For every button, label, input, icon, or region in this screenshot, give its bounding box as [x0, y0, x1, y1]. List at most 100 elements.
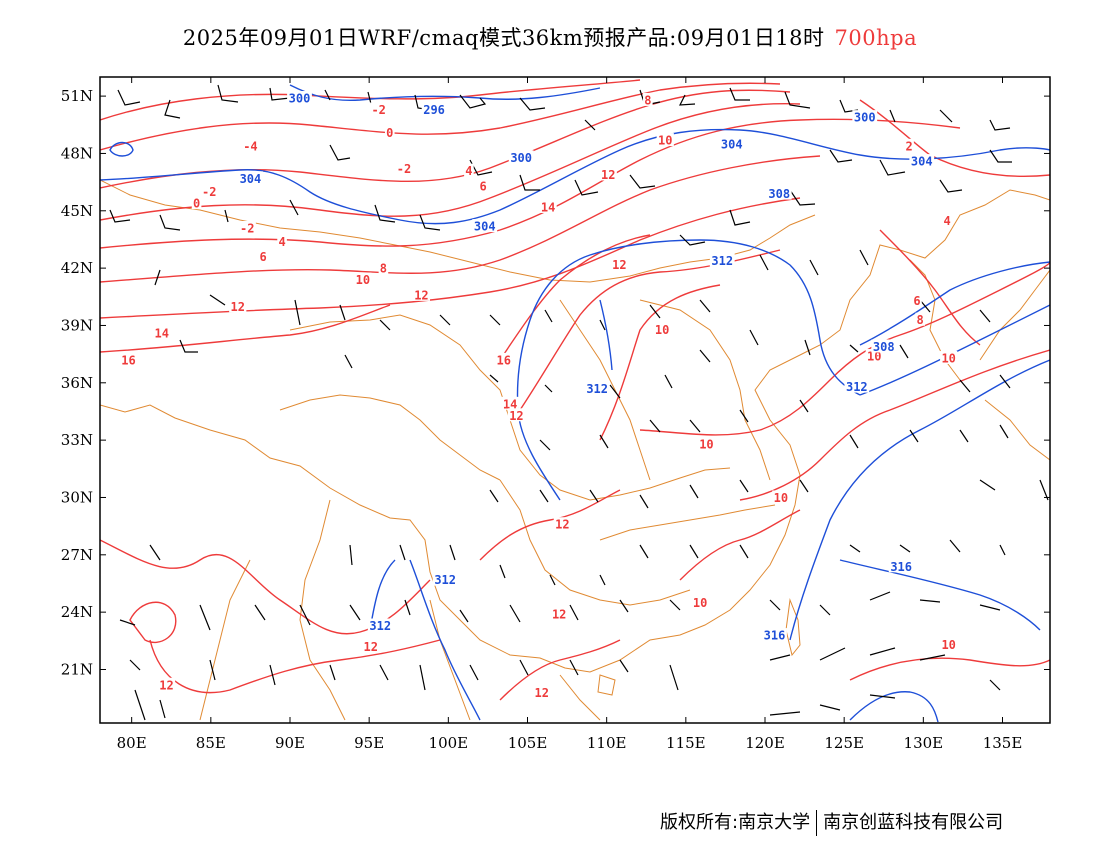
temp-contour: [679, 509, 801, 581]
height-label-bg: [432, 572, 458, 586]
temperature-label: 12: [552, 608, 566, 622]
province-lines-1: [289, 314, 731, 501]
height-label: 308: [873, 340, 895, 354]
height-label-bg: [888, 559, 914, 573]
temperature-label: 8: [644, 93, 651, 107]
height-label: 316: [764, 629, 786, 643]
temperature-label-bg: [362, 639, 380, 653]
temperature-label-bg: [533, 685, 551, 699]
height-contour: [100, 128, 1050, 225]
lat-tick-label: 30N: [61, 488, 93, 506]
longitude-axis: 80E 85E 90E 95E 100E 105E 110E 115E 120E 125E 130E…: [117, 77, 1022, 752]
temperature-label: -2: [371, 103, 385, 117]
temperature-label: 10: [867, 350, 881, 364]
lat-tick-label: 36N: [61, 374, 93, 392]
temperature-label-bg: [772, 490, 790, 504]
temperature-label: 12: [414, 288, 428, 302]
temperature-label: 10: [699, 437, 713, 451]
height-label: 316: [890, 560, 912, 574]
lon-tick-label: 115E: [666, 734, 706, 752]
temperature-label-bg: [354, 272, 372, 286]
temperature-label: 6: [259, 250, 266, 264]
lon-tick-label: 85E: [196, 734, 226, 752]
temperature-label: 4: [465, 164, 472, 178]
wind-barb: [154, 249, 991, 331]
temp-contour: [499, 639, 621, 701]
temperature-label: -2: [202, 185, 216, 199]
height-contour: [839, 559, 1041, 631]
temp-contour: [859, 99, 1050, 177]
temperature-label: 0: [386, 126, 393, 140]
copyright-right: 南京创蓝科技有限公司: [823, 812, 1004, 833]
temp-contour: [479, 489, 621, 561]
lon-tick-label: 80E: [117, 734, 147, 752]
temperature-label-bg: [153, 326, 171, 340]
temperature-label-bg: [200, 184, 218, 198]
temperature-label: 0: [193, 197, 200, 211]
height-label-bg: [719, 136, 745, 150]
taiwan-hainan-outline: [597, 598, 801, 696]
height-contour: [109, 141, 134, 157]
wind-barb: [149, 539, 1006, 586]
temperature-label: 14: [155, 327, 169, 341]
province-lines-3: [499, 479, 691, 606]
temperature-label: 12: [535, 686, 549, 700]
southeast-asia-outline: [199, 499, 601, 721]
wind-barb: [179, 329, 1011, 399]
temperature-label: 4: [943, 214, 950, 228]
temperature-label-bg: [370, 102, 388, 116]
height-label-bg: [766, 186, 792, 200]
lon-tick-label: 95E: [354, 734, 384, 752]
height-label: 304: [911, 155, 933, 169]
temperature-label: 10: [658, 134, 672, 148]
lat-tick-label: 33N: [61, 431, 93, 449]
lon-tick-label: 90E: [275, 734, 305, 752]
temperature-label-bg: [912, 293, 922, 307]
temp-contour: [129, 601, 177, 643]
height-label: 300: [854, 111, 876, 125]
lat-tick-label: 21N: [61, 660, 93, 678]
wind-barb: [129, 647, 1001, 691]
temperature-label-bg: [412, 287, 431, 301]
temperature-label-bg: [653, 322, 671, 336]
height-contour: [289, 84, 601, 102]
height-label: 304: [474, 220, 496, 234]
temperature-label-bg: [238, 220, 256, 234]
temperature-label: 12: [364, 640, 378, 654]
temperature-label: 12: [231, 300, 245, 314]
lat-tick-label: 48N: [61, 144, 93, 162]
province-lines-2: [279, 394, 501, 481]
height-contour: [409, 559, 481, 721]
lat-tick-label: 27N: [61, 546, 93, 564]
temp-contour: [100, 155, 821, 283]
temp-contour: [879, 229, 981, 346]
title-level: 700hpa: [834, 26, 918, 50]
height-label-bg: [909, 154, 935, 168]
temperature-label-bg: [395, 161, 413, 175]
temperature-label: 10: [356, 273, 370, 287]
temp-contour: [599, 284, 721, 441]
height-label-bg: [584, 381, 610, 395]
temperature-label-bg: [501, 396, 519, 410]
temperature-label-bg: [940, 637, 958, 651]
temp-contour: [100, 304, 391, 353]
height-contour: [849, 691, 939, 723]
height-label-bg: [367, 618, 393, 632]
height-contour: [859, 261, 1050, 346]
lon-tick-label: 130E: [904, 734, 944, 752]
height-label: 312: [846, 380, 868, 394]
height-label: 304: [240, 172, 262, 186]
temperature-label: 12: [555, 518, 569, 532]
height-label-bg: [709, 253, 735, 267]
height-label-bg: [238, 171, 263, 185]
map-layers: -2-40-2 46-20-246810121214168101214121016…: [100, 79, 1050, 723]
province-lines-6: [599, 504, 776, 541]
temperature-label: 14: [541, 200, 555, 214]
temperature-label-bg: [229, 299, 247, 313]
boundary-lines: [100, 179, 1050, 721]
height-contour: [859, 304, 1050, 396]
temperature-label: 10: [693, 596, 707, 610]
wind-barb: [109, 144, 1012, 246]
height-label-bg: [762, 628, 787, 642]
